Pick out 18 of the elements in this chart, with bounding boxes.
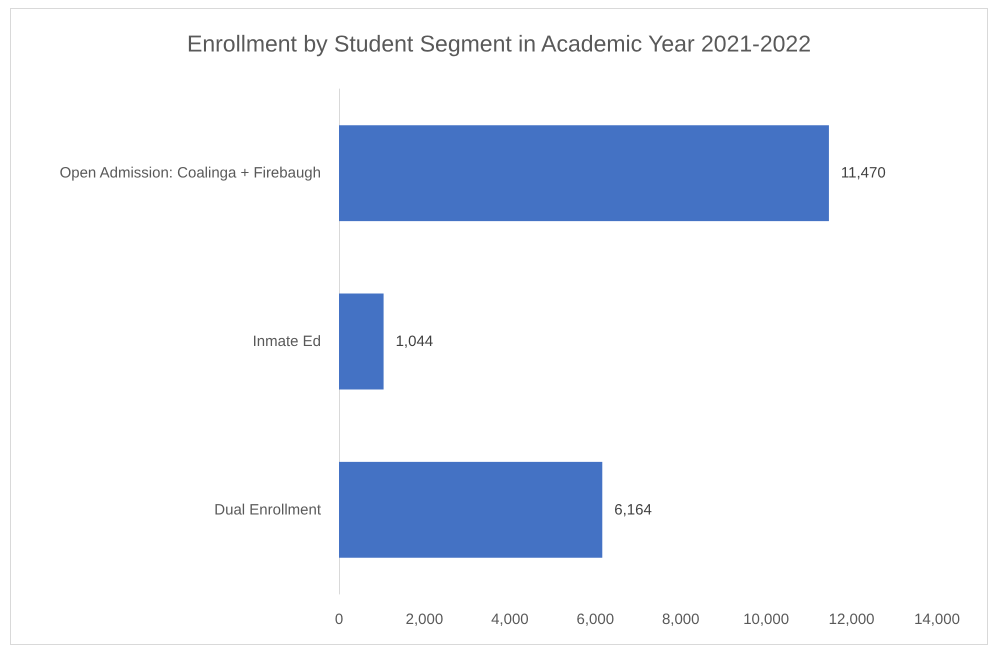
- bar: [339, 125, 829, 222]
- bar: [339, 462, 602, 558]
- y-tick-label: Open Admission: Coalinga + Firebaugh: [60, 164, 321, 182]
- data-label: 11,470: [840, 164, 886, 182]
- x-tick-label: 2,000: [406, 611, 444, 628]
- y-tick-label: Dual Enrollment: [214, 501, 322, 518]
- x-tick-label: 6,000: [576, 611, 614, 628]
- x-tick-label: 8,000: [662, 611, 700, 628]
- x-tick-label: 12,000: [828, 611, 875, 628]
- y-tick-label: Inmate Ed: [252, 333, 321, 350]
- x-tick-label: 10,000: [743, 611, 790, 628]
- x-tick-label: 4,000: [491, 611, 529, 628]
- chart-title: Enrollment by Student Segment in Academic Year 2021-2022: [187, 30, 811, 56]
- data-label: 6,164: [614, 501, 652, 518]
- bar: [339, 294, 384, 390]
- x-tick-label: 14,000: [914, 611, 960, 628]
- data-label: 1,044: [396, 333, 434, 350]
- x-tick-label: 0: [334, 611, 344, 628]
